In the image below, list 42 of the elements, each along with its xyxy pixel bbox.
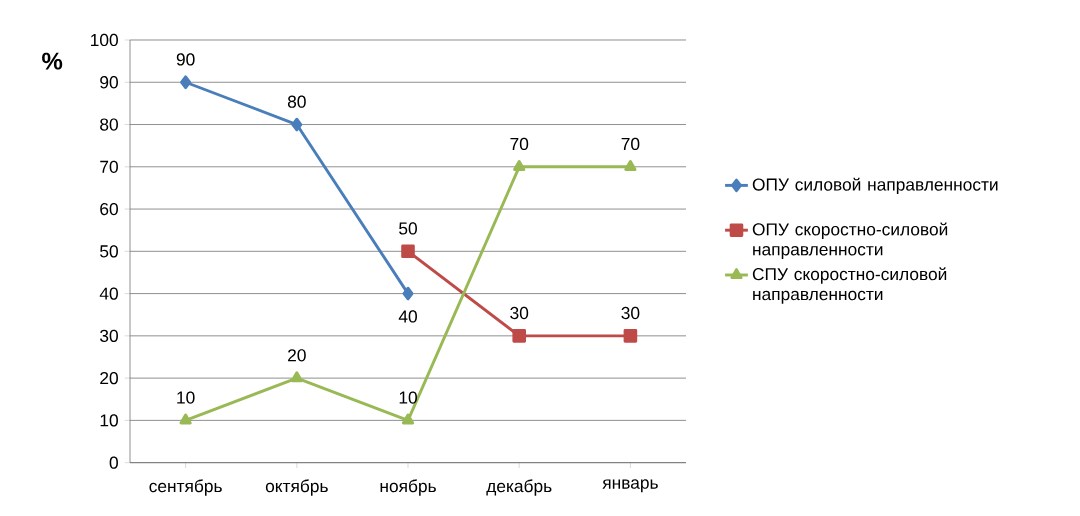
legend-label: СПУ скоростно-силовой направленности <box>752 267 947 304</box>
y-tick-label: 100 <box>91 33 118 47</box>
data-label: 30 <box>510 306 529 320</box>
point <box>401 244 415 259</box>
y-axis-title: % <box>42 52 63 70</box>
data-label: 20 <box>288 349 306 362</box>
point <box>180 75 192 90</box>
data-label: 90 <box>176 53 195 66</box>
point <box>290 371 303 383</box>
data-label: 30 <box>621 306 640 320</box>
y-tick-label: 40 <box>99 287 118 300</box>
legend-label: ОПУ силовой направленности <box>752 177 998 195</box>
y-tick-label: 70 <box>100 160 118 173</box>
x-tick-label: сентябрь <box>149 479 222 496</box>
x-tick-label: декабрь <box>486 479 552 496</box>
point <box>623 329 638 343</box>
point <box>402 286 414 301</box>
y-tick-label: 20 <box>100 371 118 385</box>
point <box>624 159 637 171</box>
data-label: 70 <box>510 137 529 151</box>
point <box>291 117 303 132</box>
y-tick-label: 30 <box>100 329 118 342</box>
y-tick-label: 0 <box>109 456 118 469</box>
legend-label: ОПУ скоростно-силовой направленности <box>752 222 948 259</box>
y-tick-label: 80 <box>100 118 118 131</box>
y-tick-label: 10 <box>100 414 118 427</box>
point <box>513 159 526 171</box>
y-tick-label: 60 <box>100 202 118 216</box>
y-tick-label: 50 <box>100 245 118 258</box>
x-tick-label: ноябрь <box>380 479 436 496</box>
data-label: 10 <box>399 391 417 404</box>
data-label: 70 <box>621 137 640 151</box>
y-tick-label: 90 <box>100 76 118 89</box>
x-tick-label: октябрь <box>265 479 328 496</box>
data-label: 40 <box>398 310 417 323</box>
point <box>512 329 527 343</box>
data-label: 50 <box>399 222 417 235</box>
x-tick-label: январь <box>602 479 658 493</box>
point <box>401 413 415 425</box>
point <box>179 413 192 425</box>
data-label: 80 <box>287 95 306 108</box>
data-label: 10 <box>177 391 195 404</box>
